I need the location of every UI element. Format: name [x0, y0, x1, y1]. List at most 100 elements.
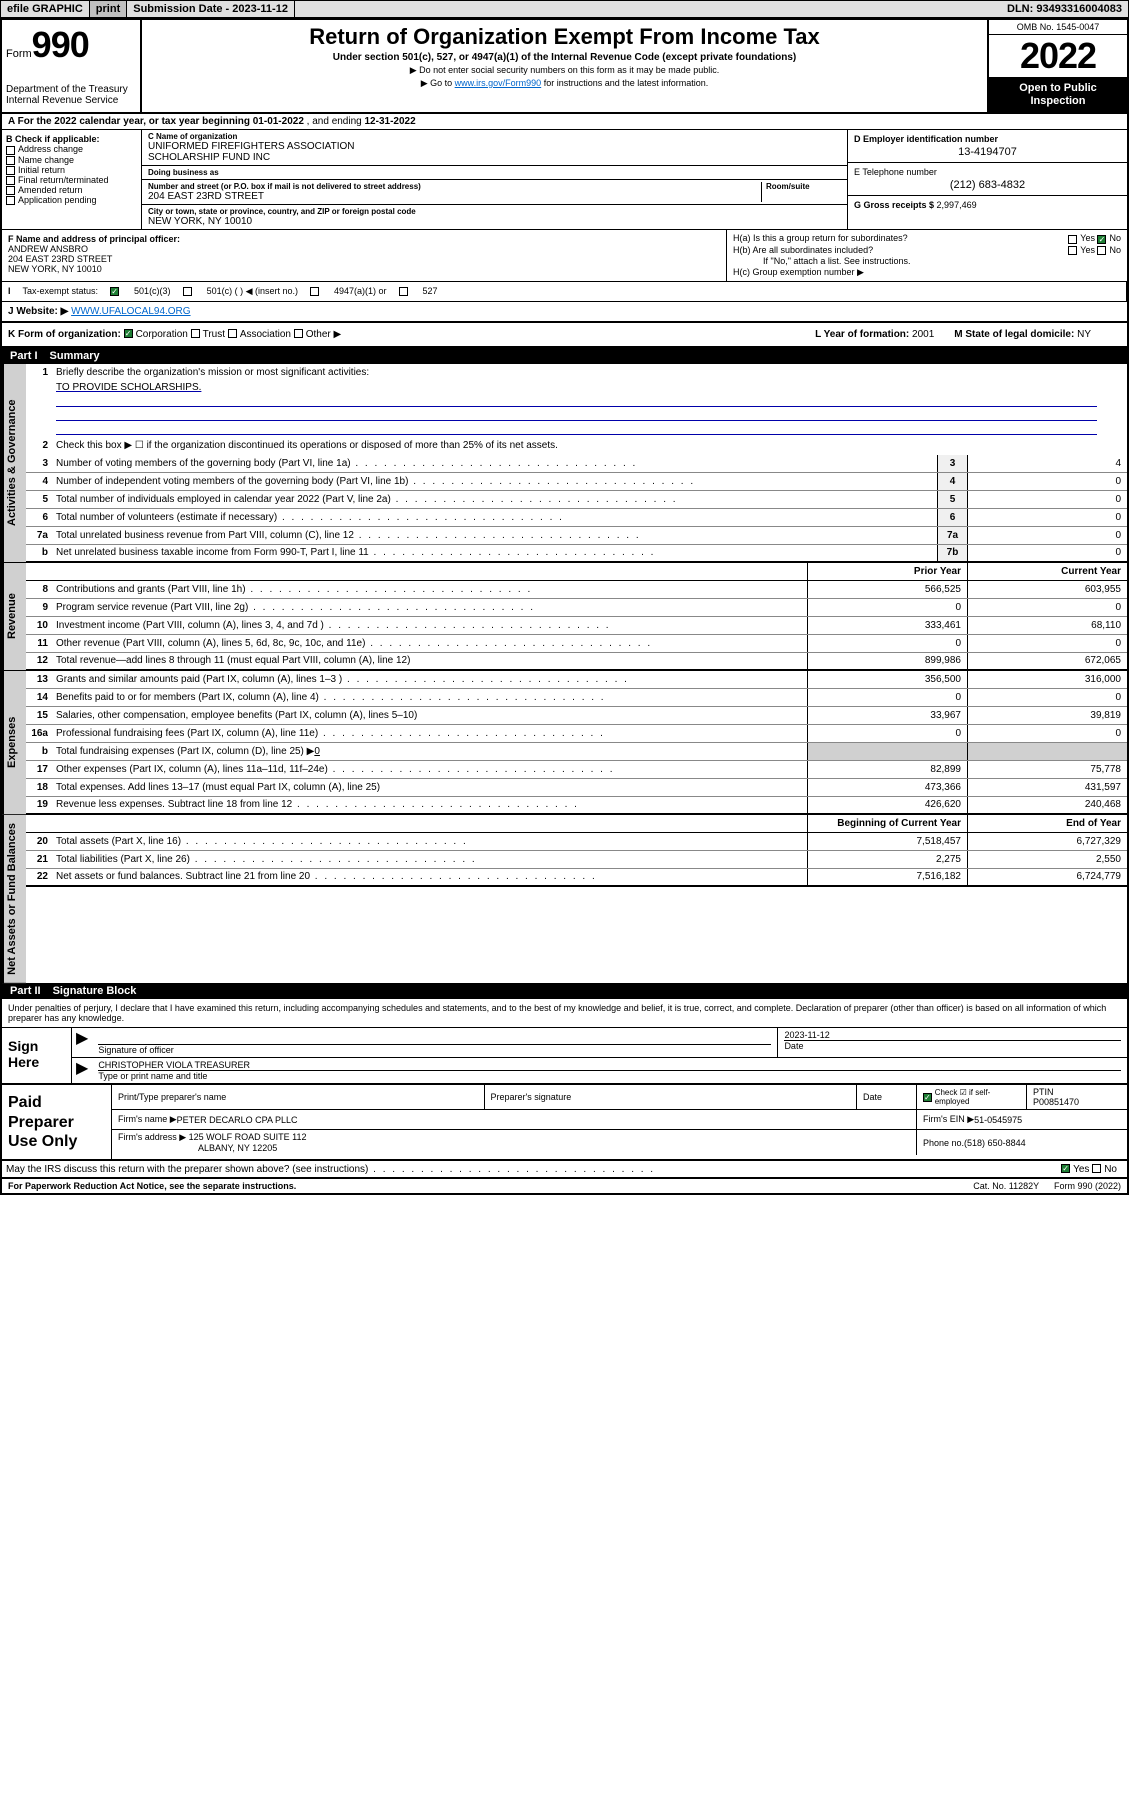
sig-name-value: CHRISTOPHER VIOLA TREASURER	[98, 1060, 1121, 1070]
line-21-text: Total liabilities (Part X, line 26)	[52, 852, 807, 867]
submission-date-label: Submission Date -	[133, 3, 232, 15]
chk-501c3[interactable]	[110, 287, 119, 296]
hc-row: H(c) Group exemption number ▶	[733, 267, 1121, 278]
submission-date: Submission Date - 2023-11-12	[127, 1, 295, 17]
chk-corp[interactable]	[124, 329, 133, 338]
discuss-yes[interactable]	[1061, 1164, 1070, 1173]
line-8: 8Contributions and grants (Part VIII, li…	[26, 581, 1127, 599]
chk-initial-return[interactable]: Initial return	[6, 165, 137, 175]
section-l: L Year of formation: 2001	[815, 329, 934, 340]
sig-name-cell: CHRISTOPHER VIOLA TREASURER Type or prin…	[92, 1058, 1127, 1083]
print-button[interactable]: print	[90, 1, 127, 17]
line-18: 18Total expenses. Add lines 13–17 (must …	[26, 779, 1127, 797]
header-right: OMB No. 1545-0047 2022 Open to Public In…	[987, 20, 1127, 112]
hb-yes[interactable]	[1068, 246, 1077, 255]
hb-no[interactable]	[1097, 246, 1106, 255]
line-12-text: Total revenue—add lines 8 through 11 (mu…	[52, 653, 807, 668]
form-header: Form990 Department of the Treasury Inter…	[2, 20, 1127, 114]
sec-b-label: B Check if applicable:	[6, 134, 137, 144]
part1-num: Part I	[10, 350, 38, 362]
firm-addr1: 125 WOLF ROAD SUITE 112	[189, 1132, 307, 1142]
section-i: ITax-exempt status: 501(c)(3) 501(c) ( )…	[2, 282, 1127, 301]
part2-num: Part II	[10, 985, 41, 997]
chk-assoc[interactable]	[228, 329, 237, 338]
form-subtitle: Under section 501(c), 527, or 4947(a)(1)…	[150, 52, 979, 63]
instructions-link[interactable]: www.irs.gov/Form990	[455, 78, 542, 88]
hb-no-label: No	[1109, 245, 1121, 255]
line-16b-label: Total fundraising expenses (Part IX, col…	[56, 746, 314, 757]
chk-name-change[interactable]: Name change	[6, 155, 137, 165]
tax-year: 2022	[989, 35, 1127, 78]
trust-label: Trust	[203, 329, 225, 340]
corp-label: Corporation	[136, 329, 188, 340]
hb-yes-label: Yes	[1080, 245, 1095, 255]
prep-name-hint: Print/Type preparer's name	[112, 1085, 485, 1109]
chk-address-change[interactable]: Address change	[6, 144, 137, 154]
paid-preparer-right: Print/Type preparer's name Preparer's si…	[112, 1085, 1127, 1159]
line-17: 17Other expenses (Part IX, column (A), l…	[26, 761, 1127, 779]
line-22-prior: 7,516,182	[807, 869, 967, 885]
line-16b-prior	[807, 743, 967, 760]
sig-arrow-icon: ▶	[72, 1028, 92, 1057]
tax-status-label: Tax-exempt status:	[23, 286, 99, 296]
chk-other[interactable]	[294, 329, 303, 338]
section-ij: ITax-exempt status: 501(c)(3) 501(c) ( )…	[2, 282, 1127, 302]
activities-content: 1Briefly describe the organization's mis…	[26, 364, 1127, 563]
chk-4947[interactable]	[310, 287, 319, 296]
addr-hint: Number and street (or P.O. box if mail i…	[148, 182, 761, 191]
501c3-label: 501(c)(3)	[134, 286, 171, 296]
chk-501c[interactable]	[183, 287, 192, 296]
goto-post: for instructions and the latest informat…	[541, 78, 708, 88]
form-org-label: K Form of organization:	[8, 329, 121, 340]
line-7a-text: Total unrelated business revenue from Pa…	[52, 528, 937, 543]
chk-trust[interactable]	[191, 329, 200, 338]
ha-no[interactable]	[1097, 235, 1106, 244]
self-employed-check[interactable]	[923, 1093, 932, 1102]
part2-title: Signature Block	[53, 985, 137, 997]
section-bcdeg: B Check if applicable: Address change Na…	[2, 130, 1127, 230]
line-17-text: Other expenses (Part IX, column (A), lin…	[52, 762, 807, 777]
section-f: F Name and address of principal officer:…	[2, 230, 727, 280]
addr-row: Number and street (or P.O. box if mail i…	[142, 180, 847, 205]
website-link[interactable]: WWW.UFALOCAL94.ORG	[71, 306, 190, 317]
discuss-no-label: No	[1104, 1164, 1117, 1175]
year-formation: 2001	[912, 329, 934, 340]
sign-here-right: ▶ Signature of officer 2023-11-12 Date ▶…	[72, 1028, 1127, 1083]
mission-line	[56, 409, 1097, 421]
line-11: 11Other revenue (Part VIII, column (A), …	[26, 635, 1127, 653]
ha-yes[interactable]	[1068, 235, 1077, 244]
line-16a-text: Professional fundraising fees (Part IX, …	[52, 726, 807, 741]
4947-label: 4947(a)(1) or	[334, 286, 387, 296]
chk-app-pending[interactable]: Application pending	[6, 195, 137, 205]
line-9-text: Program service revenue (Part VIII, line…	[52, 600, 807, 615]
org-address: 204 EAST 23RD STREET	[148, 191, 761, 202]
org-city: NEW YORK, NY 10010	[148, 216, 416, 227]
org-name-1: UNIFORMED FIREFIGHTERS ASSOCIATION	[148, 141, 841, 152]
chk-527[interactable]	[399, 287, 408, 296]
chk-final-return[interactable]: Final return/terminated	[6, 175, 137, 185]
line-18-prior: 473,366	[807, 779, 967, 796]
firm-addr2: ALBANY, NY 12205	[118, 1143, 277, 1153]
section-deg: D Employer identification number 13-4194…	[847, 130, 1127, 229]
year-formation-label: L Year of formation:	[815, 329, 912, 340]
section-klm: K Form of organization: Corporation Trus…	[2, 323, 1127, 348]
line-8-text: Contributions and grants (Part VIII, lin…	[52, 582, 807, 597]
prep-sig-hint: Preparer's signature	[485, 1085, 858, 1109]
ssn-warning: ▶ Do not enter social security numbers o…	[150, 65, 979, 76]
line-15-prior: 33,967	[807, 707, 967, 724]
prep-row-1: Print/Type preparer's name Preparer's si…	[112, 1085, 1127, 1110]
line-16b-val: 0	[314, 746, 320, 757]
chk-amended[interactable]: Amended return	[6, 185, 137, 195]
line-9-prior: 0	[807, 599, 967, 616]
prep-row-3: Firm's address ▶ 125 WOLF ROAD SUITE 112…	[112, 1130, 1127, 1155]
line-4-text: Number of independent voting members of …	[52, 474, 937, 489]
dln-value: 93493316004083	[1036, 3, 1122, 15]
prep-row-2: Firm's name ▶ PETER DECARLO CPA PLLC Fir…	[112, 1110, 1127, 1130]
city-row: City or town, state or province, country…	[142, 205, 847, 229]
vtab-expenses: Expenses	[2, 671, 26, 815]
discuss-no[interactable]	[1092, 1164, 1101, 1173]
open-public: Open to Public	[991, 82, 1125, 95]
firm-phone-hint: Phone no.	[923, 1138, 964, 1148]
form-number: Form990	[6, 24, 136, 66]
room-hint: Room/suite	[766, 182, 841, 191]
